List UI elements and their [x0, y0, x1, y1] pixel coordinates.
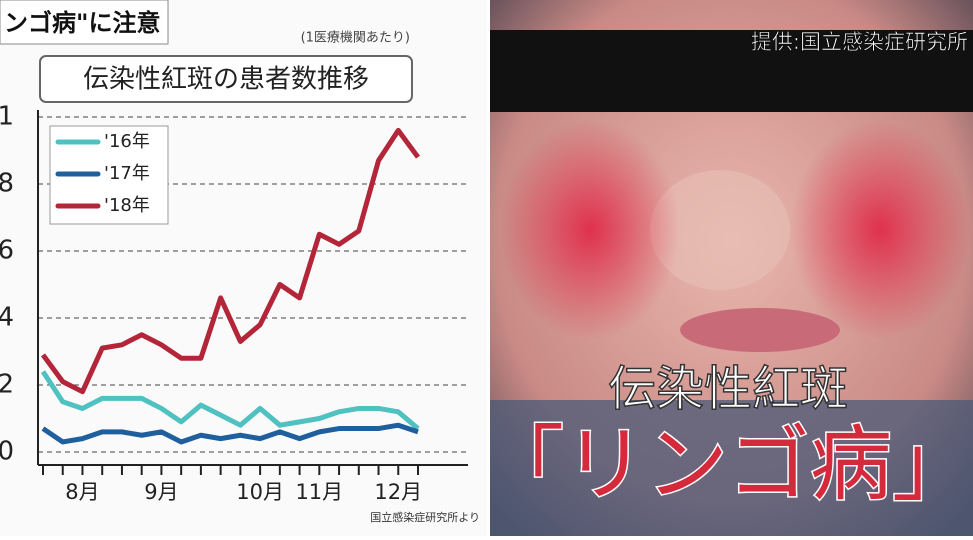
cheek	[500, 120, 680, 340]
y-tick-label: 0	[0, 437, 14, 467]
lips	[680, 308, 840, 352]
censor-bar	[490, 30, 973, 112]
y-tick-label: 1	[0, 102, 14, 132]
x-tick-label: 8月	[65, 480, 99, 504]
x-tick-label: 11月	[295, 480, 343, 504]
photo-caption: 伝染性紅斑	[608, 361, 848, 417]
series-line	[41, 422, 419, 445]
banner: ンゴ病"に注意	[4, 9, 161, 37]
source: 国立感染症研究所より	[370, 510, 480, 524]
y-tick-label: 0.4	[0, 303, 14, 333]
banner-box	[0, 0, 169, 45]
note: (1医療機関あたり)	[301, 31, 410, 46]
series-line	[40, 127, 421, 395]
photo-headline: 「リンゴ病」	[482, 417, 973, 512]
x-tick-label: 12月	[374, 480, 422, 504]
shirt	[490, 400, 973, 536]
chart-title: 伝染性紅斑の患者数推移	[83, 65, 369, 95]
legend-label: '16年	[104, 131, 150, 152]
y-tick-label: 0.6	[0, 236, 14, 266]
legend-label: '18年	[104, 195, 150, 216]
x-tick-label: 10月	[236, 480, 284, 504]
nose	[650, 170, 790, 290]
cheek	[790, 120, 970, 340]
legend-label: '17年	[104, 163, 150, 184]
title-box	[39, 55, 413, 103]
photo-credit: 提供:国立感染症研究所	[751, 30, 968, 54]
series-line	[40, 370, 420, 431]
x-tick-label: 9月	[144, 480, 178, 504]
y-tick-label: 0.8	[0, 169, 14, 199]
y-tick-label: 0.2	[0, 370, 14, 400]
